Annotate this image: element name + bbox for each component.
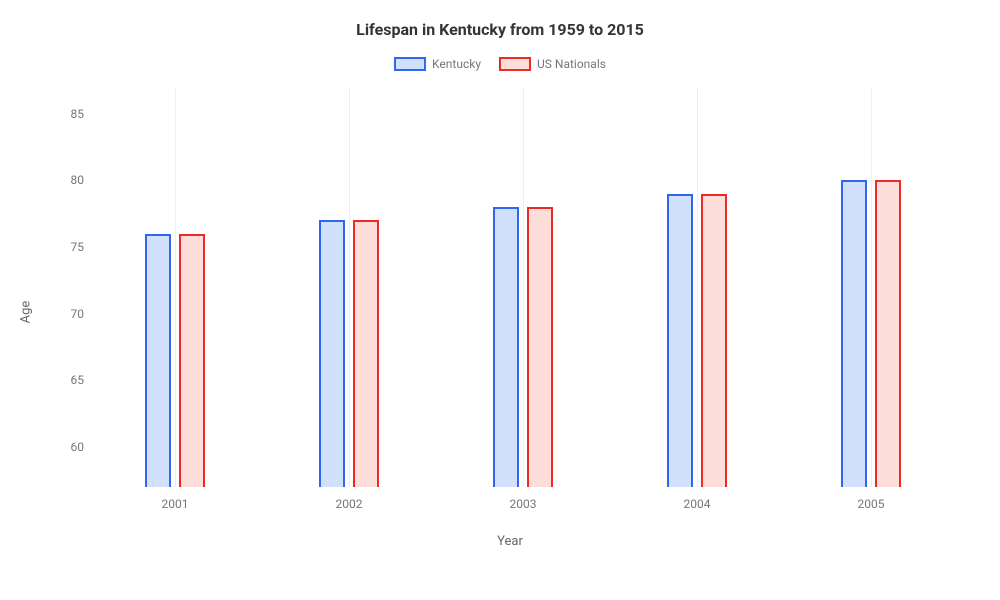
x-tick: 2002 <box>336 497 363 511</box>
bar[interactable] <box>527 207 553 487</box>
legend-swatch-kentucky <box>394 57 426 71</box>
gridline <box>349 87 350 487</box>
y-tick: 60 <box>60 440 84 454</box>
y-tick: 65 <box>60 373 84 387</box>
bar[interactable] <box>319 220 345 487</box>
x-tick: 2005 <box>858 497 885 511</box>
legend-label: US Nationals <box>537 57 606 71</box>
chart-title: Lifespan in Kentucky from 1959 to 2015 <box>20 20 980 39</box>
plot-area: Age Year 6065707580852001200220032004200… <box>40 77 980 547</box>
gridline <box>697 87 698 487</box>
x-tick: 2004 <box>684 497 711 511</box>
gridline <box>523 87 524 487</box>
bar[interactable] <box>145 234 171 487</box>
legend-item-us-nationals[interactable]: US Nationals <box>499 57 606 71</box>
legend-item-kentucky[interactable]: Kentucky <box>394 57 481 71</box>
bar[interactable] <box>353 220 379 487</box>
x-tick: 2001 <box>162 497 189 511</box>
legend-swatch-us-nationals <box>499 57 531 71</box>
y-tick: 85 <box>60 107 84 121</box>
y-tick: 70 <box>60 307 84 321</box>
bar[interactable] <box>179 234 205 487</box>
bar[interactable] <box>493 207 519 487</box>
x-tick: 2003 <box>510 497 537 511</box>
y-axis-label: Age <box>19 301 34 324</box>
bar[interactable] <box>841 180 867 487</box>
y-tick: 75 <box>60 240 84 254</box>
x-axis-label: Year <box>497 534 523 549</box>
bar[interactable] <box>667 194 693 487</box>
plot-region <box>88 87 958 487</box>
y-tick: 80 <box>60 173 84 187</box>
bar[interactable] <box>875 180 901 487</box>
chart-container: Lifespan in Kentucky from 1959 to 2015 K… <box>0 0 1000 600</box>
bar[interactable] <box>701 194 727 487</box>
gridline <box>871 87 872 487</box>
legend-label: Kentucky <box>432 57 481 71</box>
legend: Kentucky US Nationals <box>20 57 980 71</box>
gridline <box>175 87 176 487</box>
